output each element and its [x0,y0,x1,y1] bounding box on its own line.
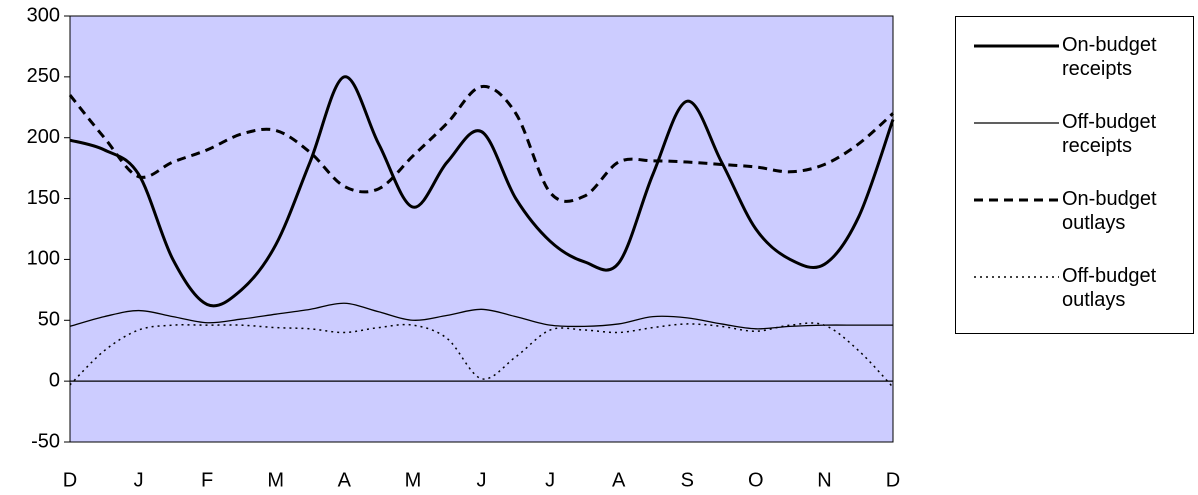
legend-swatch [974,122,1059,124]
y-tick-label: 250 [27,65,60,87]
y-tick-label: 100 [27,248,60,270]
legend-item: Off-budget outlays [956,258,1195,318]
legend-label: Off-budget receipts [1062,111,1157,157]
legend-swatch [974,44,1059,48]
y-tick-label: 150 [27,187,60,209]
y-tick-label: 0 [49,369,60,391]
legend-label: On-budget outlays [1062,188,1157,234]
legend-swatch [974,198,1059,202]
legend-item: On-budget receipts [956,27,1195,87]
x-tick-label: J [477,469,487,491]
chart: -50 0 50 100 150 200 250 300 D J F M A M J J A S O N D [27,4,901,491]
legend-swatch [974,276,1059,278]
legend-label: On-budget receipts [1062,34,1157,80]
legend: On-budget receipts Off-budget receipts On-… [955,16,1194,334]
y-tick-label: 200 [27,126,60,148]
legend-item: Off-budget receipts [956,104,1195,164]
series-line [69,75,895,308]
x-tick-label: O [748,469,764,491]
x-tick-label: A [612,469,626,491]
x-tick-label: N [817,469,831,491]
y-tick-label: -50 [31,430,60,452]
series-line [68,85,894,203]
legend-item: On-budget outlays [956,181,1195,241]
x-tick-label: S [681,469,694,491]
x-tick-label: F [201,469,213,491]
series-line [69,322,894,388]
y-tick-label: 300 [27,4,60,26]
y-tick-label: 50 [38,309,60,331]
x-tick-label: A [338,469,352,491]
plot-area [69,15,894,443]
x-tick-label: D [63,469,77,491]
x-tick-label: M [405,469,422,491]
series-line [69,302,893,330]
x-tick-label: J [134,469,144,491]
legend-label: Off-budget outlays [1062,265,1157,311]
x-tick-label: J [545,469,555,491]
x-tick-label: M [267,469,284,491]
x-tick-label: D [886,469,900,491]
